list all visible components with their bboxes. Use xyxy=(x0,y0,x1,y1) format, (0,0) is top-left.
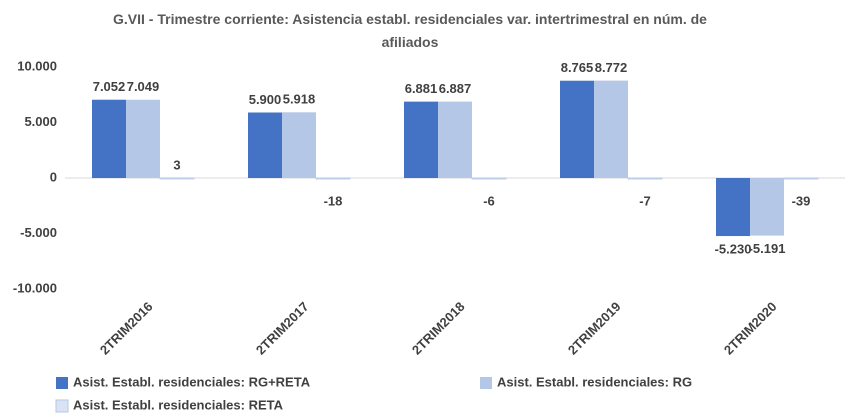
bar xyxy=(560,80,594,178)
legend-label: Asist. Establ. residenciales: RETA xyxy=(73,397,284,412)
data-label: -18 xyxy=(324,193,343,208)
legend-label: Asist. Establ. residenciales: RG xyxy=(497,374,692,389)
bar xyxy=(315,177,351,180)
bar xyxy=(126,99,160,178)
legend-swatch xyxy=(56,377,68,389)
data-label: 8.765 xyxy=(561,60,594,75)
data-label: 5.918 xyxy=(283,92,316,107)
legend-swatch xyxy=(55,399,69,413)
y-tick-label: 0 xyxy=(50,169,57,184)
chart-title: G.VII - Trimestre corriente: Asistencia … xyxy=(113,11,707,50)
bar xyxy=(594,80,628,178)
y-tick-label: -5.000 xyxy=(20,225,57,240)
data-label: -7 xyxy=(639,193,651,208)
data-label: 7.049 xyxy=(127,79,160,94)
bar xyxy=(404,101,438,178)
x-tick-label: 2TRIM2018 xyxy=(409,299,468,358)
bar xyxy=(627,177,663,180)
x-tick-label: 2TRIM2017 xyxy=(253,299,312,358)
data-label: 3 xyxy=(173,157,180,172)
data-label: 6.887 xyxy=(439,81,472,96)
data-label: 5.900 xyxy=(249,92,282,107)
legend-swatch xyxy=(480,377,492,389)
data-label: 7.052 xyxy=(93,79,126,94)
data-label: -5.191 xyxy=(749,241,786,256)
x-tick-label: 2TRIM2020 xyxy=(721,299,780,358)
y-tick-label: 10.000 xyxy=(17,58,57,73)
bar xyxy=(248,112,282,178)
y-tick-label: 5.000 xyxy=(24,114,57,129)
bar xyxy=(159,177,195,180)
data-label: -5.230 xyxy=(715,241,752,256)
bar xyxy=(92,99,126,178)
data-label: 6.881 xyxy=(405,81,438,96)
bar xyxy=(783,177,819,180)
data-label: -39 xyxy=(792,193,811,208)
data-label: 8.772 xyxy=(595,60,628,75)
bar xyxy=(471,177,507,180)
bar xyxy=(750,178,784,236)
y-tick-label: -10.000 xyxy=(13,280,57,295)
legend-label: Asist. Establ. residenciales: RG+RETA xyxy=(73,374,311,389)
data-label: -6 xyxy=(483,193,495,208)
x-tick-label: 2TRIM2019 xyxy=(565,299,624,358)
x-tick-label: 2TRIM2016 xyxy=(97,299,156,358)
bar xyxy=(282,112,316,178)
bar xyxy=(716,178,750,237)
bar xyxy=(438,101,472,178)
